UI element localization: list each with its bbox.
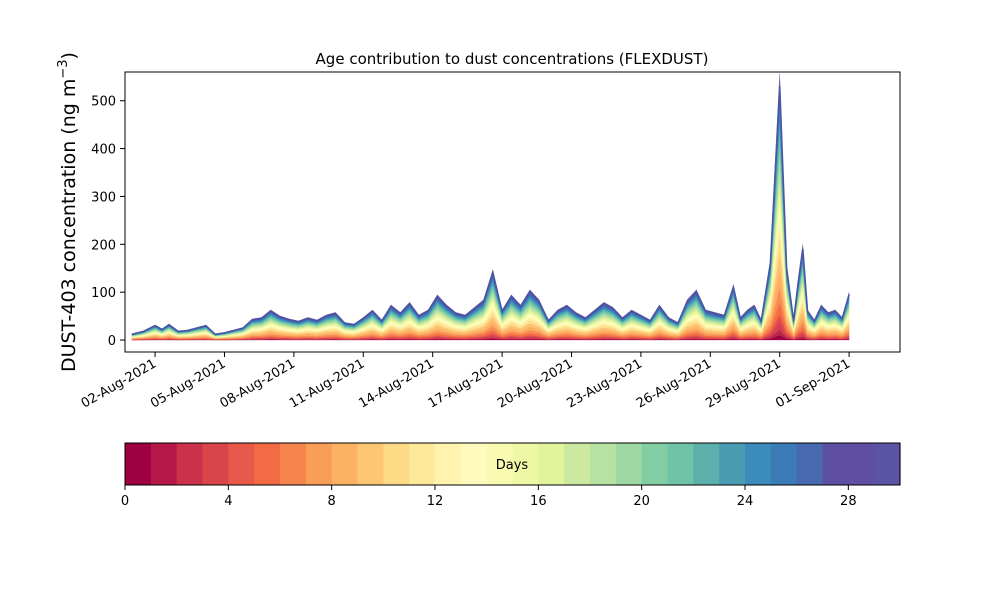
x-tick-label: 08-Aug-2021: [218, 356, 298, 411]
colorbar-segment: [460, 443, 488, 485]
colorbar-segment: [641, 443, 669, 485]
colorbar-tick-label: 28: [840, 494, 857, 509]
y-tick-label: 400: [91, 143, 116, 158]
colorbar-segment: [538, 443, 565, 485]
colorbar-segment: [228, 443, 255, 485]
colorbar-tick-label: 24: [737, 494, 754, 509]
colorbar-label: Days: [496, 458, 529, 473]
y-tick-label: 0: [108, 334, 116, 349]
colorbar-tick-label: 4: [224, 494, 232, 509]
colorbar-segment: [305, 443, 333, 485]
colorbar-segment: [331, 443, 359, 485]
colorbar-segment: [435, 443, 462, 485]
colorbar-segment: [409, 443, 436, 485]
colorbar-segment: [745, 443, 772, 485]
colorbar-segment: [280, 443, 307, 485]
colorbar-segment: [667, 443, 694, 485]
colorbar-segment: [383, 443, 410, 485]
x-axis: 02-Aug-202105-Aug-202108-Aug-202111-Aug-…: [79, 352, 853, 412]
x-tick-label: 29-Aug-2021: [703, 356, 783, 411]
colorbar-segment: [486, 443, 514, 485]
colorbar-segment: [254, 443, 281, 485]
colorbar: 0 4 8 12 16 20 24 28: [121, 442, 901, 509]
y-axis: 0 100 200 300 400 500: [91, 95, 125, 349]
colorbar-segment: [615, 443, 643, 485]
colorbar-segment: [848, 443, 875, 485]
colorbar-tick-label: 8: [328, 494, 336, 509]
chart-title: Age contribution to dust concentrations …: [316, 50, 709, 68]
colorbar-segment: [150, 443, 178, 485]
colorbar-tick-label: 0: [121, 494, 129, 509]
colorbar-segment: [125, 443, 152, 485]
x-tick-label: 23-Aug-2021: [565, 356, 645, 411]
x-tick-label: 05-Aug-2021: [148, 356, 228, 411]
colorbar-segment: [357, 443, 384, 485]
colorbar-segment: [796, 443, 824, 485]
colorbar-segment: [822, 443, 849, 485]
colorbar-tick-label: 16: [530, 494, 547, 509]
x-tick-label: 01-Sep-2021: [773, 356, 853, 411]
y-tick-label: 500: [91, 95, 116, 110]
stacked-area-plot: [131, 73, 850, 341]
colorbar-frame: [124, 442, 901, 486]
colorbar-tick-label: 12: [427, 494, 444, 509]
plot-frame: [124, 71, 901, 353]
y-tick-label: 200: [91, 238, 116, 253]
colorbar-segment: [719, 443, 746, 485]
x-tick-label: 11-Aug-2021: [287, 356, 367, 411]
y-tick-label: 300: [91, 190, 116, 205]
colorbar-segment: [176, 443, 204, 485]
x-tick-label: 20-Aug-2021: [495, 356, 575, 411]
colorbar-segment: [874, 443, 901, 485]
y-axis-label: DUST-403 concentration (ng m−3): [56, 52, 80, 372]
total-concentration-line: [131, 86, 850, 336]
x-tick-label: 02-Aug-2021: [79, 356, 159, 411]
colorbar-segment: [590, 443, 617, 485]
colorbar-segment: [512, 443, 539, 485]
y-tick-label: 100: [91, 286, 116, 301]
colorbar-segment: [770, 443, 798, 485]
colorbar-tick-label: 20: [633, 494, 650, 509]
x-tick-label: 14-Aug-2021: [356, 356, 436, 411]
colorbar-segment: [564, 443, 591, 485]
colorbar-segment: [693, 443, 720, 485]
colorbar-segment: [202, 443, 229, 485]
x-tick-label: 26-Aug-2021: [634, 356, 714, 411]
x-tick-label: 17-Aug-2021: [426, 356, 506, 411]
